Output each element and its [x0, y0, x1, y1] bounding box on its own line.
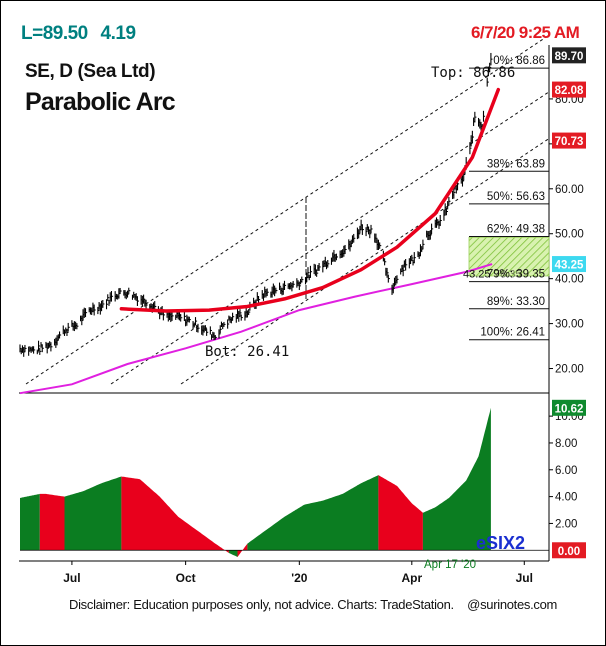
x-tick-label: Apr: [401, 571, 422, 585]
fib-label: 50%: 56.63: [487, 191, 545, 203]
osc-badge-bg: [552, 399, 586, 416]
y-tick-label: 30.00: [555, 319, 584, 331]
hidden-level-label: 78.35: [494, 269, 522, 281]
oscillator-date-note: Apr 17 '20: [424, 559, 476, 571]
y-tick-label: 40.00: [555, 274, 584, 286]
oscillator-title: eSIX2: [476, 533, 525, 553]
bottom-annotation: Bot: 26.41: [205, 344, 289, 360]
fib-label: 79%: 39.35: [487, 269, 545, 281]
fib-label: 89%: 33.30: [487, 296, 545, 308]
osc-badge: 10.62: [555, 403, 584, 415]
moving-average-line: [19, 263, 493, 395]
price-badge: 82.08: [555, 85, 584, 97]
y-tick-label: 20.00: [555, 364, 584, 376]
price-badge: 70.73: [555, 136, 584, 148]
chart-subtitle: Parabolic Arc: [25, 88, 176, 116]
header-last-price: L=89.50 4.19: [21, 23, 136, 45]
target-zone-box: [468, 236, 550, 277]
esix2-oscillator: [20, 407, 549, 557]
osc-badge-bg: [552, 542, 586, 559]
fib-label: 100%: 26.41: [480, 327, 545, 339]
x-tick-label: '20: [291, 571, 308, 585]
channel-line: [180, 138, 550, 385]
header-datetime: 6/7/20 9:25 AM: [471, 23, 580, 42]
price-badge-bg: [552, 256, 586, 273]
price-badge-bg: [552, 81, 586, 98]
fib-label: 0%: 86.86: [493, 55, 545, 67]
disclaimer-text: Disclaimer: Education purposes only, not…: [69, 597, 454, 612]
osc-y-tick-label: 2.00: [555, 518, 577, 530]
price-badge: 89.70: [555, 51, 584, 63]
channel-line: [110, 91, 550, 385]
oscillator-segment: [121, 476, 229, 553]
osc-y-tick-label: 4.00: [555, 492, 577, 504]
y-tick-label: 60.00: [555, 184, 584, 196]
fib-label: 62%: 49.38: [487, 224, 545, 236]
oscillator-segment: [422, 407, 491, 551]
oscillator-segment: [64, 476, 122, 551]
x-tick-label: Jul: [63, 571, 80, 585]
y-tick-label: 50.00: [555, 229, 584, 241]
oscillator-segment: [378, 475, 423, 551]
parabolic-arc-line: [119, 87, 501, 313]
credit-text: @surinotes.com: [467, 597, 558, 612]
moving-average: [19, 263, 493, 395]
last-label: L=89.50: [21, 23, 88, 44]
target-zone: [468, 236, 550, 277]
price-badges: 89.70 82.08 70.73 43.25 10.62 0.00: [552, 47, 586, 559]
oscillator-segment: [20, 493, 40, 551]
panel-borders: [19, 45, 550, 562]
oscillator-segment: [247, 475, 379, 551]
price-badge: 43.25: [555, 260, 584, 272]
price-bars: [19, 52, 493, 357]
osc-y-tick-label: 8.00: [555, 438, 577, 450]
x-tick-label: Jul: [516, 571, 533, 585]
oscillator-segment: [228, 550, 238, 557]
channel-line: [25, 34, 550, 385]
osc-y-tick-label: 6.00: [555, 465, 577, 477]
top-annotation: Top: 86.86: [431, 65, 515, 81]
ma-value-label: 43.25: [463, 269, 491, 281]
price-badge-bg: [552, 47, 586, 64]
osc-badge: 0.00: [558, 546, 580, 558]
fib-label: 38%: 63.89: [487, 158, 545, 170]
footer-disclaimer: Disclaimer: Education purposes only, not…: [69, 597, 557, 612]
price-channels: [25, 34, 550, 385]
chart-symbol: SE, D (Sea Ltd): [25, 61, 156, 82]
parabolic-arc: [119, 87, 501, 313]
price-badge-bg: [552, 132, 586, 149]
fib-levels: 0%: 86.86 38%: 63.89 50%: 56.63 62%: 49.38 7…: [469, 55, 549, 341]
change-label: 4.19: [100, 23, 136, 44]
x-tick-label: Oct: [176, 571, 196, 585]
oscillator-segment: [39, 493, 65, 551]
